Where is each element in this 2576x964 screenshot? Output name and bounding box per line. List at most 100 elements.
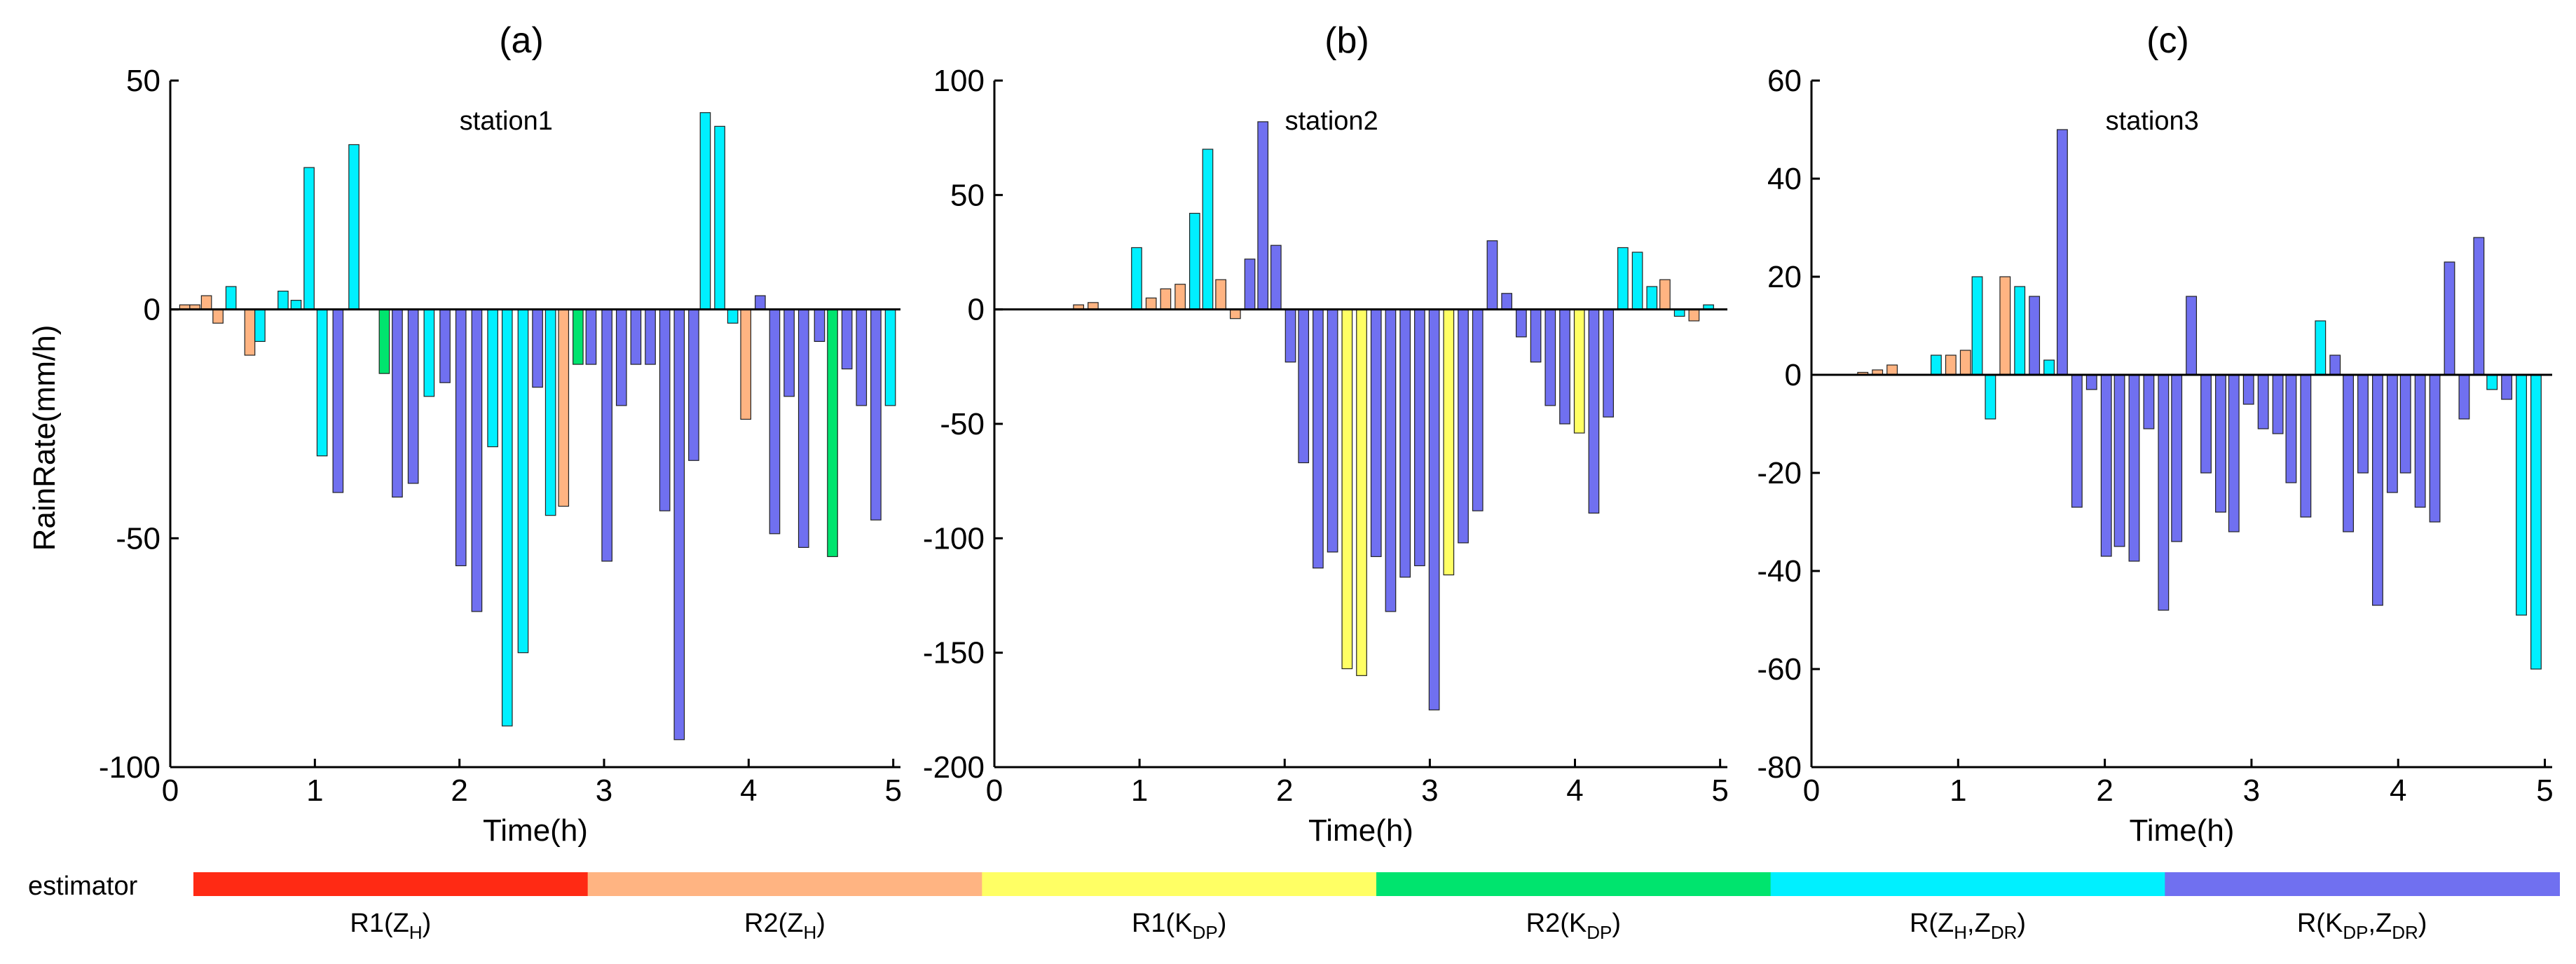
bar: [1229, 309, 1241, 319]
bar: [1472, 309, 1484, 511]
bar: [1886, 364, 1898, 376]
x-tick-label: 5: [884, 773, 901, 808]
bar: [2399, 374, 2411, 474]
station-title: station1: [460, 106, 553, 136]
bar: [501, 309, 513, 727]
bar: [332, 309, 344, 493]
x-axis-label: Time(h): [483, 813, 588, 848]
bar: [1573, 309, 1585, 434]
bar: [2200, 374, 2212, 474]
bar: [1999, 276, 2011, 376]
bar: [659, 309, 671, 511]
bar: [2085, 374, 2097, 390]
bar: [1544, 309, 1556, 406]
x-tick-label: 3: [596, 773, 612, 808]
panel-label: (b): [1324, 20, 1369, 61]
legend-label: estimator: [28, 872, 138, 901]
bar: [487, 309, 498, 448]
legend-swatch-r1zh: [193, 872, 589, 896]
bar: [727, 309, 739, 324]
bar: [2215, 374, 2226, 513]
bar: [2228, 374, 2240, 532]
bar: [407, 309, 419, 484]
bar: [2272, 374, 2284, 434]
bar: [755, 295, 766, 310]
bar: [2343, 374, 2354, 532]
bar: [797, 309, 809, 548]
bar: [2516, 374, 2527, 616]
bar: [2158, 374, 2170, 611]
bar: [2473, 237, 2485, 376]
bar: [1646, 286, 1658, 310]
bar: [392, 309, 403, 498]
x-tick-label: 4: [740, 773, 757, 808]
bar: [1945, 354, 1957, 376]
bar: [1530, 309, 1542, 363]
bar: [2329, 354, 2341, 376]
y-tick-label: -100: [923, 521, 985, 556]
legend-label-r2zh: R2(ZH): [744, 909, 825, 943]
bar: [1188, 212, 1200, 310]
station-title: station3: [2106, 106, 2199, 136]
x-tick-label: 4: [2390, 773, 2406, 808]
y-tick-label: 100: [933, 64, 985, 98]
bar: [1930, 354, 1942, 376]
bar: [1341, 309, 1353, 670]
bar: [2171, 374, 2183, 542]
legend-colorbar: R1(ZH) R2(ZH) R1(KDP) R2(KDP) R(ZH,ZDR) R(KDP…: [193, 872, 2560, 943]
bar: [517, 309, 529, 654]
bar: [1385, 309, 1397, 612]
bar: [290, 300, 302, 310]
bars: [1073, 121, 1714, 710]
estimator-legend: estimator R1(ZH) R2(ZH) R1(KDP) R2(KDP) R(ZH…: [28, 872, 2560, 943]
bar: [1428, 309, 1440, 710]
x-tick-label: 2: [1276, 773, 1293, 808]
bar: [200, 295, 212, 310]
bar: [1971, 276, 1983, 376]
x-tick-label: 5: [2536, 773, 2553, 808]
bar: [2285, 374, 2297, 483]
bar: [1985, 374, 1996, 420]
bar: [378, 309, 390, 374]
bar: [2444, 261, 2455, 376]
x-tick-label: 3: [1421, 773, 1438, 808]
x-tick-label: 1: [306, 773, 323, 808]
x-tick-label: 1: [1131, 773, 1148, 808]
bar: [2014, 286, 2026, 376]
bar: [1559, 309, 1570, 425]
bar: [630, 309, 642, 365]
bar: [2501, 374, 2513, 400]
bar: [601, 309, 612, 562]
x-axis-label: Time(h): [1308, 813, 1413, 848]
bar: [615, 309, 627, 406]
bar: [1516, 309, 1527, 338]
bar: [1659, 279, 1671, 310]
bar: [303, 167, 315, 310]
y-tick-label: 20: [1767, 260, 1802, 294]
bar: [1501, 293, 1513, 310]
bar: [471, 309, 483, 612]
panel-label: (a): [499, 20, 544, 61]
chart-panel-3: 0 1 2 3 4 5 -80 -60 -40 -20 0 20 40 60 (c) station3 Time…: [1757, 20, 2553, 848]
y-tick-label: 50: [126, 64, 160, 98]
bar: [814, 309, 825, 342]
y-tick-label: -50: [940, 407, 985, 441]
legend-label-rkdpzdr: R(KDP,ZDR): [2297, 909, 2427, 943]
bar: [2071, 374, 2083, 508]
bar: [1174, 284, 1186, 310]
y-axis-label: RainRate(mm/h): [27, 325, 62, 551]
bar: [439, 309, 451, 383]
bar: [645, 309, 656, 365]
bar: [1959, 350, 1971, 376]
y-tick-label: -60: [1757, 652, 1802, 687]
legend-swatch-rkdpzdr: [2165, 872, 2560, 896]
x-tick-label: 2: [2096, 773, 2113, 808]
legend-swatch-r2zh: [587, 872, 983, 896]
legend-swatch-r1kdp: [982, 872, 1377, 896]
bar: [558, 309, 570, 507]
bar: [225, 286, 237, 310]
bar: [856, 309, 868, 406]
bar: [1327, 309, 1338, 553]
x-axis-label: Time(h): [2130, 813, 2235, 848]
